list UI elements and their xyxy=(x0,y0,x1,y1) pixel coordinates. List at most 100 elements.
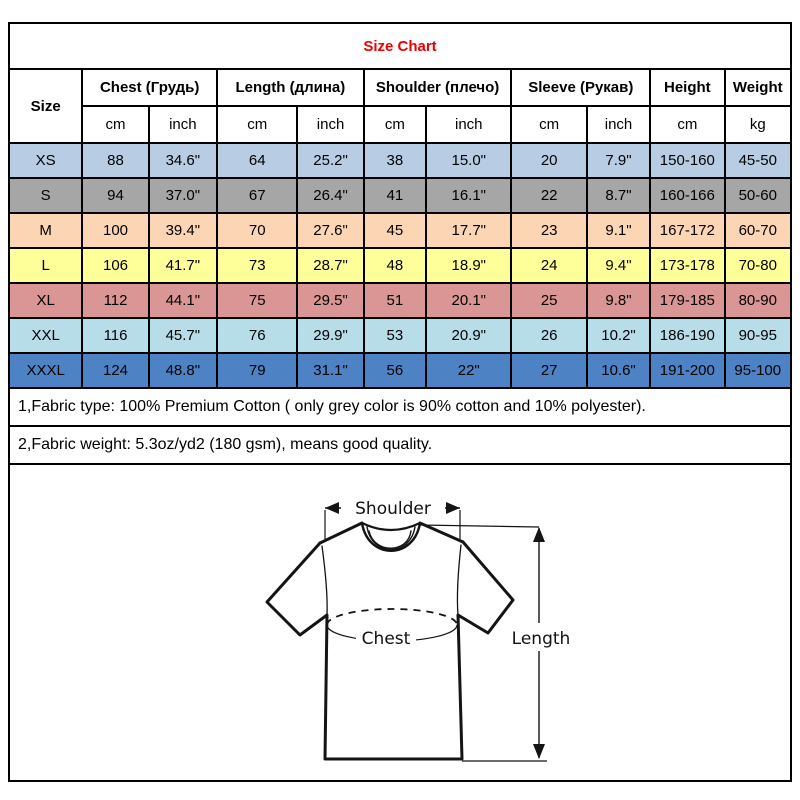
value-cell: 112 xyxy=(81,282,150,319)
armhole-seam-left xyxy=(321,545,328,616)
value-cell: 73 xyxy=(216,247,299,284)
arrowhead-right-icon xyxy=(446,502,460,514)
table-row: XXXL 124 48.8" 79 31.1" 56 22" 27 10.6" 191-200 95… xyxy=(7,352,793,389)
size-chart-panel: Size Chart Size Chest (Грудь) Length (дл… xyxy=(7,22,793,782)
value-cell: 29.5" xyxy=(296,282,365,319)
fabric-type-note: 1,Fabric type: 100% Premium Cotton ( onl… xyxy=(8,389,792,427)
chest-label: Chest xyxy=(362,629,411,649)
table-row: XS 88 34.6" 64 25.2" 38 15.0" 20 7.9" 150-160 45-5… xyxy=(7,142,793,179)
value-cell: 31.1" xyxy=(296,352,365,389)
value-cell: 100 xyxy=(81,212,150,249)
value-cell: 17.7" xyxy=(425,212,513,249)
size-cell: XS xyxy=(7,142,84,179)
value-cell: 106 xyxy=(81,247,150,284)
tshirt-outline xyxy=(265,521,515,761)
unit-header-chest-inch: inch xyxy=(147,105,219,144)
value-cell: 22 xyxy=(510,177,588,214)
size-cell: XXXL xyxy=(7,352,84,389)
value-cell: 16.1" xyxy=(425,177,513,214)
value-cell: 70-80 xyxy=(723,247,793,284)
unit-header-sleeve-inch: inch xyxy=(585,105,652,144)
fabric-weight-note: 2,Fabric weight: 5.3oz/yd2 (180 gsm), me… xyxy=(8,427,792,465)
unit-header-sleeve-cm: cm xyxy=(510,105,588,144)
value-cell: 26.4" xyxy=(296,177,365,214)
value-cell: 179-185 xyxy=(649,282,726,319)
value-cell: 79 xyxy=(216,352,299,389)
unit-header-shoulder-inch: inch xyxy=(425,105,513,144)
value-cell: 160-166 xyxy=(649,177,726,214)
value-cell: 41 xyxy=(362,177,428,214)
value-cell: 41.7" xyxy=(147,247,219,284)
tshirt-diagram-svg: Chest Shoulder Length xyxy=(265,496,571,762)
size-rows: XS 88 34.6" 64 25.2" 38 15.0" 20 7.9" 150-160 45-5… xyxy=(7,142,793,389)
value-cell: 45-50 xyxy=(723,142,793,179)
header-group-row: Size Chest (Грудь) Length (длина) Should… xyxy=(7,68,793,144)
collar-back xyxy=(360,521,422,532)
armhole-seam-right xyxy=(456,544,462,616)
value-cell: 124 xyxy=(81,352,150,389)
value-cell: 38 xyxy=(362,142,428,179)
title-row: Size Chart xyxy=(8,22,792,70)
unit-header-length-inch: inch xyxy=(296,105,365,144)
value-cell: 60-70 xyxy=(723,212,793,249)
header-unit-row: cm inch cm inch cm inch cm inch cm kg xyxy=(9,105,793,144)
value-cell: 15.0" xyxy=(425,142,513,179)
size-cell: L xyxy=(7,247,84,284)
col-header-height: Height xyxy=(649,68,726,107)
value-cell: 173-178 xyxy=(649,247,726,284)
value-cell: 20.9" xyxy=(425,317,513,354)
value-cell: 150-160 xyxy=(649,142,726,179)
value-cell: 22" xyxy=(425,352,513,389)
table-row: S 94 37.0" 67 26.4" 41 16.1" 22 8.7" 160-166 50-60 xyxy=(7,177,793,214)
value-cell: 80-90 xyxy=(723,282,793,319)
value-cell: 64 xyxy=(216,142,299,179)
collar-outer xyxy=(360,521,422,552)
unit-header-shoulder-cm: cm xyxy=(362,105,428,144)
col-header-shoulder: Shoulder (плечо) xyxy=(362,68,513,107)
value-cell: 48.8" xyxy=(147,352,219,389)
value-cell: 27.6" xyxy=(296,212,365,249)
value-cell: 9.1" xyxy=(585,212,652,249)
value-cell: 20 xyxy=(510,142,588,179)
shoulder-arrow: Shoulder xyxy=(324,496,461,541)
value-cell: 34.6" xyxy=(147,142,219,179)
arrowhead-left-icon xyxy=(325,502,339,514)
col-header-length: Length (длина) xyxy=(216,68,365,107)
length-label: Length xyxy=(512,629,571,649)
value-cell: 26 xyxy=(510,317,588,354)
value-cell: 50-60 xyxy=(723,177,793,214)
value-cell: 10.6" xyxy=(585,352,652,389)
value-cell: 53 xyxy=(362,317,428,354)
table-row: XL 112 44.1" 75 29.5" 51 20.1" 25 9.8" 179-185 80-… xyxy=(7,282,793,319)
col-header-weight: Weight xyxy=(723,68,793,107)
value-cell: 24 xyxy=(510,247,588,284)
length-arrow: Length xyxy=(419,524,571,762)
size-cell: S xyxy=(7,177,84,214)
value-cell: 8.7" xyxy=(585,177,652,214)
value-cell: 51 xyxy=(362,282,428,319)
tshirt-measurement-diagram: Chest Shoulder Length xyxy=(8,465,792,782)
value-cell: 20.1" xyxy=(425,282,513,319)
collar-inner-2 xyxy=(368,530,412,549)
chest-ellipse: Chest xyxy=(326,608,458,651)
unit-header-chest-cm: cm xyxy=(81,105,150,144)
value-cell: 56 xyxy=(362,352,428,389)
value-cell: 44.1" xyxy=(147,282,219,319)
value-cell: 67 xyxy=(216,177,299,214)
value-cell: 9.8" xyxy=(585,282,652,319)
shoulder-label: Shoulder xyxy=(355,499,431,519)
page-title: Size Chart xyxy=(8,22,792,70)
value-cell: 45 xyxy=(362,212,428,249)
col-header-size: Size xyxy=(7,68,84,144)
size-cell: M xyxy=(7,212,84,249)
arrowhead-up-icon xyxy=(533,527,545,542)
col-header-chest: Chest (Грудь) xyxy=(81,68,219,107)
value-cell: 23 xyxy=(510,212,588,249)
value-cell: 191-200 xyxy=(649,352,726,389)
collar-inner-1 xyxy=(366,526,416,551)
value-cell: 27 xyxy=(510,352,588,389)
table-row: L 106 41.7" 73 28.7" 48 18.9" 24 9.4" 173-178 70-8… xyxy=(7,247,793,284)
value-cell: 18.9" xyxy=(425,247,513,284)
col-header-sleeve: Sleeve (Рукав) xyxy=(510,68,652,107)
value-cell: 76 xyxy=(216,317,299,354)
